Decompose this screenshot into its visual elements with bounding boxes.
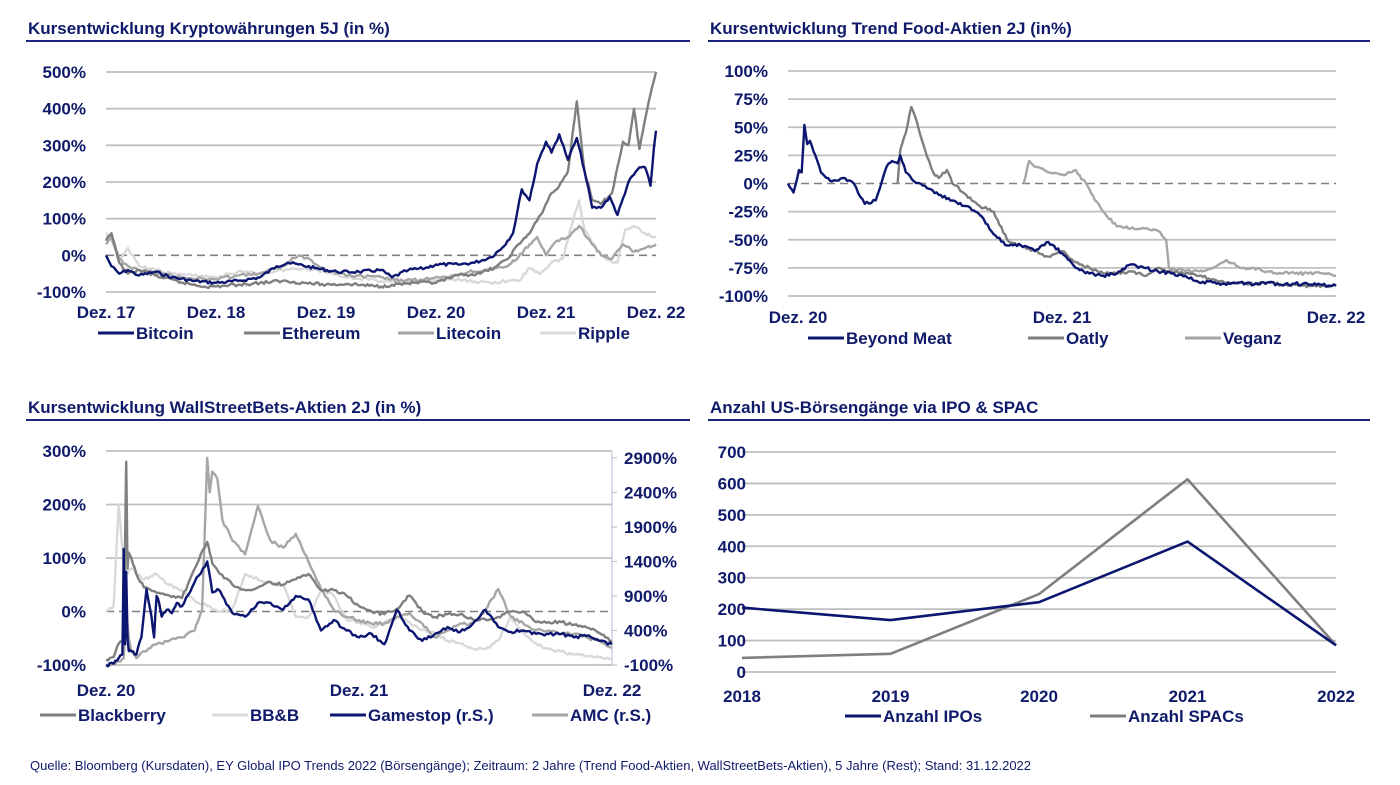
legend-label: Beyond Meat	[846, 329, 952, 348]
x-tick-label: Dez. 18	[187, 303, 246, 322]
legend-label: Oatly	[1066, 329, 1109, 348]
y-tick-label: 100%	[725, 62, 768, 81]
x-tick-label: 2021	[1169, 687, 1207, 706]
series-litecoin-line	[105, 224, 657, 283]
y-tick-label: -100%	[37, 656, 86, 675]
x-tick-label: 2019	[872, 687, 910, 706]
y-tick-label: 700	[718, 443, 746, 462]
series-bb-b-line	[105, 503, 613, 661]
legend-label: Gamestop (r.S.)	[368, 706, 494, 725]
y-tick-label: 200	[718, 600, 746, 619]
x-tick-label: Dez. 22	[1307, 308, 1366, 327]
y-tick-label: 500%	[43, 63, 86, 82]
y-tick-label: 400%	[43, 100, 86, 119]
legend-label: AMC (r.S.)	[570, 706, 651, 725]
x-tick-label: Dez. 20	[77, 681, 136, 700]
series-ethereum-line	[104, 71, 658, 289]
y-tick-label: 100	[718, 632, 746, 651]
y-tick-label: 25%	[734, 146, 768, 165]
series-anzahl-spacs-line	[741, 478, 1337, 660]
y-tick-label: 200%	[43, 496, 86, 515]
legend-label: BB&B	[250, 706, 299, 725]
y-tick-label: 75%	[734, 90, 768, 109]
x-tick-label: 2022	[1317, 687, 1355, 706]
legend-label: Veganz	[1223, 329, 1282, 348]
wsb-chart-title: Kursentwicklung WallStreetBets-Aktien 2J…	[28, 398, 422, 417]
y2-tick-label: 400%	[624, 621, 667, 640]
y-tick-label: 600	[718, 474, 746, 493]
legend-label: Anzahl SPACs	[1128, 707, 1244, 726]
crypto-chart-title: Kursentwicklung Kryptowährungen 5J (in %…	[28, 19, 390, 38]
y-tick-label: -75%	[728, 259, 768, 278]
series-gamestop-r-s-line	[105, 547, 613, 668]
series-blackberry-line	[105, 460, 613, 662]
y-tick-label: -100%	[37, 283, 86, 302]
y-tick-label: 300	[718, 569, 746, 588]
food-chart: -100% -75% -50% -25% 0% 25% 50% 75% 100% Dez. 20 D…	[719, 62, 1365, 348]
y-tick-label: 500	[718, 506, 746, 525]
y-tick-label: 0%	[61, 246, 86, 265]
y-tick-label: -25%	[728, 203, 768, 222]
y-tick-label: 100%	[43, 549, 86, 568]
legend-label: Blackberry	[78, 706, 166, 725]
y2-tick-label: 1400%	[624, 552, 677, 571]
x-tick-label: Dez. 22	[627, 303, 686, 322]
y-tick-label: 50%	[734, 118, 768, 137]
wsb-title-rule	[26, 419, 690, 421]
y-tick-label: 100%	[43, 210, 86, 229]
y2-tick-label: 1900%	[624, 518, 677, 537]
series-bitcoin-line	[104, 130, 658, 285]
x-tick-label: Dez. 20	[407, 303, 466, 322]
y-tick-label: 300%	[43, 442, 86, 461]
x-tick-label: 2018	[723, 687, 761, 706]
x-tick-label: Dez. 17	[77, 303, 136, 322]
y2-tick-label: 900%	[624, 587, 667, 606]
crypto-chart: -100% 0% 100% 200% 300% 400% 500% Dez. 17 Dez. 1…	[37, 63, 685, 343]
series-veganz-line	[1022, 159, 1336, 277]
y2-tick-label: -100%	[624, 656, 673, 675]
y-tick-label: -50%	[728, 231, 768, 250]
y-tick-label: -100%	[719, 287, 768, 306]
y-tick-label: 300%	[43, 136, 86, 155]
series-beyond-meat-line	[786, 123, 1337, 288]
crypto-title-rule	[26, 40, 690, 42]
x-tick-label: Dez. 21	[330, 681, 389, 700]
wsb-chart: -100% 0% 100% 200% 300% -100% 400% 900% 1400% 190…	[37, 442, 677, 725]
ipo-chart-title: Anzahl US-Börsengänge via IPO & SPAC	[710, 398, 1039, 417]
series-oatly-line	[896, 105, 1337, 289]
series-amc-r-s-line	[105, 456, 613, 667]
ipo-title-rule	[708, 419, 1370, 421]
y-tick-label: 0	[737, 663, 746, 682]
x-tick-label: Dez. 21	[517, 303, 576, 322]
source-footnote: Quelle: Bloomberg (Kursdaten), EY Global…	[30, 758, 1032, 773]
legend-label: Ethereum	[282, 324, 360, 343]
series-ripple-line	[105, 199, 656, 286]
food-chart-title: Kursentwicklung Trend Food-Aktien 2J (in…	[710, 19, 1072, 38]
legend-label: Ripple	[578, 324, 630, 343]
ipo-chart: 0 100 200 300 400 500 600 700 2018 2019 2020 2021 20…	[718, 443, 1355, 726]
y2-tick-label: 2900%	[624, 449, 677, 468]
x-tick-label: Dez. 20	[769, 308, 828, 327]
x-tick-label: Dez. 19	[297, 303, 356, 322]
y2-tick-label: 2400%	[624, 483, 677, 502]
x-tick-label: 2020	[1020, 687, 1058, 706]
legend-label: Litecoin	[436, 324, 501, 343]
legend-label: Bitcoin	[136, 324, 194, 343]
food-title-rule	[708, 40, 1370, 42]
y-tick-label: 0%	[743, 175, 768, 194]
x-tick-label: Dez. 21	[1033, 308, 1092, 327]
y-tick-label: 0%	[61, 603, 86, 622]
x-tick-label: Dez. 22	[583, 681, 642, 700]
legend-label: Anzahl IPOs	[883, 707, 982, 726]
series-anzahl-ipos-line	[741, 540, 1337, 647]
y-tick-label: 400	[718, 537, 746, 556]
y-tick-label: 200%	[43, 173, 86, 192]
